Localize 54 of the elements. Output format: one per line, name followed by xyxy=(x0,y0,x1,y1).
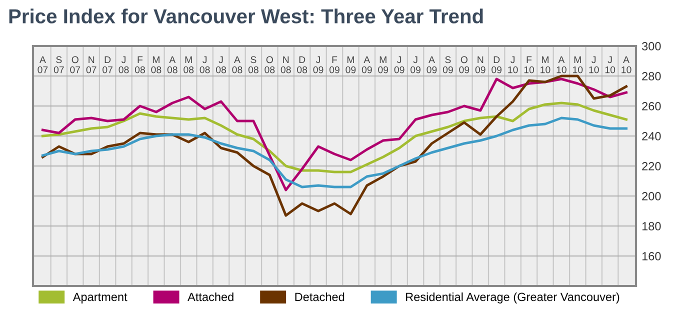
y-tick-label: 240 xyxy=(642,132,661,140)
x-tick-label: J 09 xyxy=(313,56,324,74)
x-tick-label: A 10 xyxy=(622,56,632,74)
x-tick-label: F 08 xyxy=(134,56,145,74)
x-tick-label: M 10 xyxy=(540,56,550,74)
x-tick-label: J 10 xyxy=(508,56,518,74)
x-tick-label: A 08 xyxy=(232,56,242,74)
line-series xyxy=(41,116,628,188)
line-series xyxy=(41,74,628,217)
x-tick-label: S 08 xyxy=(248,56,258,74)
x-tick-label: M 08 xyxy=(184,56,194,74)
x-tick-label: M 09 xyxy=(346,56,356,74)
y-tick-label: 200 xyxy=(642,192,661,200)
x-tick-label: N 07 xyxy=(86,56,96,74)
y-tick-label: 300 xyxy=(642,42,661,50)
x-tick-label: J 10 xyxy=(605,56,616,74)
x-tick-label: J 08 xyxy=(216,56,226,74)
x-tick-label: A 09 xyxy=(426,56,437,74)
legend-label: Apartment xyxy=(72,292,128,304)
x-tick-label: N 08 xyxy=(280,56,291,74)
x-tick-label: O 07 xyxy=(70,56,80,74)
x-tick-label: J 09 xyxy=(410,56,420,74)
y-tick-label: 180 xyxy=(642,222,661,230)
y-tick-label: 280 xyxy=(642,72,661,80)
y-tick-label: 160 xyxy=(642,252,661,260)
x-tick-label: F 09 xyxy=(329,56,340,74)
x-tick-label: J 08 xyxy=(118,56,129,74)
x-tick-label: J 10 xyxy=(589,56,599,74)
legend-label: Residential Average (Greater Vancouver) xyxy=(406,292,620,304)
x-tick-label: D 07 xyxy=(102,56,112,74)
x-tick-label: J 08 xyxy=(200,56,210,74)
legend-label: Attached xyxy=(188,292,234,302)
x-tick-label: O 09 xyxy=(459,56,470,74)
x-tick-label: A 10 xyxy=(556,56,566,74)
chart-title: Price Index for Vancouver West: Three Year Trend xyxy=(9,8,483,24)
x-tick-label: A 08 xyxy=(167,56,178,74)
x-tick-label: N 09 xyxy=(475,56,486,74)
x-tick-label: O 08 xyxy=(264,56,275,74)
line-series xyxy=(41,78,628,192)
x-tick-label: J 09 xyxy=(394,56,404,74)
y-tick-label: 220 xyxy=(642,162,661,170)
legend-label: Detached xyxy=(295,292,344,302)
x-tick-label: S 07 xyxy=(54,56,64,74)
y-tick-label: 260 xyxy=(642,102,661,110)
x-tick-label: A 07 xyxy=(38,56,48,74)
x-tick-label: S 09 xyxy=(442,56,453,74)
x-tick-label: M 10 xyxy=(572,56,583,74)
x-tick-label: D 09 xyxy=(492,56,502,74)
x-tick-label: M 09 xyxy=(378,56,388,74)
x-tick-label: M 08 xyxy=(151,56,162,74)
x-tick-label: A 09 xyxy=(362,56,372,74)
x-tick-label: F 10 xyxy=(524,56,534,74)
x-tick-label: D 08 xyxy=(297,56,308,74)
line-series xyxy=(41,102,628,174)
